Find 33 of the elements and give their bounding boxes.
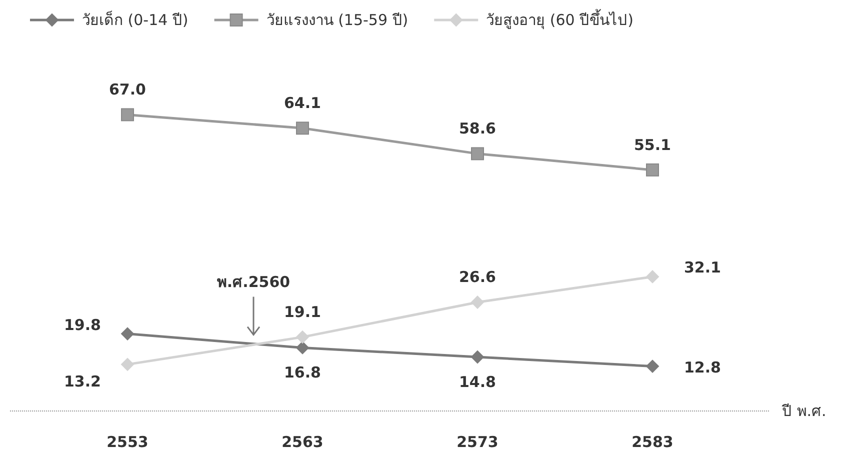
point [646, 163, 659, 176]
point [471, 350, 484, 364]
x-tick-label: 2563 [282, 433, 324, 451]
point [296, 122, 309, 135]
data-label: 64.1 [284, 94, 322, 112]
data-label: 58.6 [458, 120, 496, 138]
point [121, 358, 134, 371]
x-tick-label: 2583 [632, 433, 674, 451]
data-label: 19.8 [64, 316, 102, 334]
legend-label: วัยแรงงาน (15-59 ปี) [266, 11, 408, 29]
x-axis-title: ปี พ.ศ. [781, 402, 826, 420]
annotation: พ.ศ.2560 [216, 272, 290, 291]
x-tick-label: 2553 [106, 433, 148, 451]
point [121, 327, 134, 340]
data-label: 26.6 [458, 268, 496, 286]
data-label: 32.1 [684, 258, 722, 277]
data-label: 16.8 [284, 364, 322, 382]
point [646, 360, 659, 373]
point [646, 270, 659, 284]
point [471, 147, 484, 160]
point [121, 108, 134, 122]
point [296, 341, 309, 354]
data-label: 19.1 [284, 303, 322, 322]
data-label: 55.1 [634, 136, 672, 154]
x-tick-label: 2573 [456, 433, 498, 451]
data-label: 12.8 [684, 358, 722, 376]
data-label: 67.0 [108, 80, 146, 99]
data-label: 13.2 [64, 372, 102, 390]
data-label: 14.8 [458, 373, 496, 392]
legend-label: วัยเด็ก (0-14 ปี) [82, 10, 188, 29]
point [296, 330, 309, 344]
legend-label: วัยสูงอายุ (60 ปีขึ้นไป) [486, 9, 634, 30]
point [471, 296, 484, 309]
